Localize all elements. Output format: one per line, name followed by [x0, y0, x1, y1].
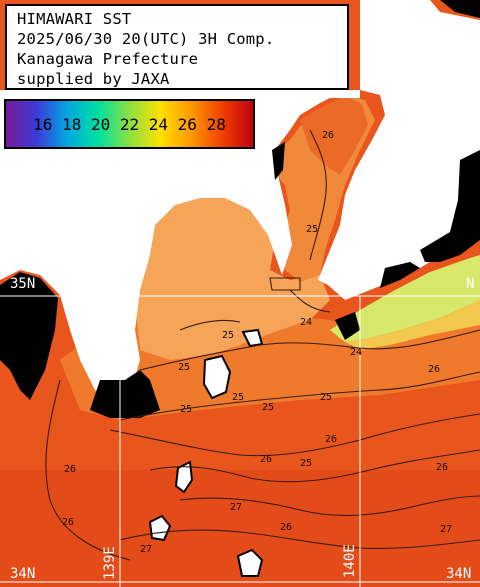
contour-bay-1	[289, 289, 331, 313]
missing-data-boso	[380, 262, 420, 288]
land-kanagawa	[0, 90, 355, 405]
contour-label: 24	[350, 347, 362, 358]
contour-label: 25	[320, 392, 332, 403]
tokyo-bay-inner	[300, 96, 368, 175]
island-toshima	[148, 514, 172, 542]
contour-label: 25	[180, 404, 192, 415]
contour-label: 27	[440, 524, 452, 535]
contour-27-b	[119, 529, 480, 549]
island-oshima	[174, 460, 194, 494]
missing-data-west	[0, 272, 58, 400]
contour-label: 27	[230, 502, 242, 513]
contour-tokyo-bay	[309, 129, 327, 261]
title-datetime: 2025/06/30 20(UTC) 3H Comp.	[17, 30, 275, 48]
contour-26-b	[149, 449, 480, 483]
title-region: Kanagawa Prefecture	[17, 50, 199, 68]
contour-26-a	[109, 413, 480, 457]
missing-data-yokohama	[272, 142, 285, 180]
contour-label: 26	[64, 464, 76, 475]
title-box: HIMAWARI SST 2025/06/30 20(UTC) 3H Comp.…	[5, 4, 349, 90]
lat-label-34n-right: 34N	[446, 566, 472, 582]
contour-label: 24	[300, 317, 312, 328]
contour-27-a	[179, 495, 480, 516]
sagami-bay-area	[135, 195, 330, 360]
contour-label: 25	[300, 458, 312, 469]
contour-24	[139, 329, 480, 371]
contour-label: 26	[280, 522, 292, 533]
lat-label-34n: 34N	[10, 566, 36, 582]
contour-box	[269, 277, 301, 291]
contour-label: 27	[140, 544, 152, 555]
contour-label: 25	[232, 392, 244, 403]
cool-coastal-strip	[330, 255, 480, 342]
contour-label: 25	[178, 362, 190, 373]
graticule	[0, 295, 480, 587]
contour-label: 25	[222, 330, 234, 341]
warm-coastal-strip	[345, 300, 480, 350]
title-source: supplied by JAXA	[17, 70, 170, 88]
contour-label: 25	[262, 402, 274, 413]
contour-label: 26	[62, 517, 74, 528]
lat-label-35n-right: N	[466, 276, 475, 292]
island-hatsushima	[202, 354, 232, 400]
lat-label-35n: 35N	[10, 276, 36, 292]
contour-25	[119, 371, 480, 421]
contour-sagami	[179, 319, 241, 331]
contour-labels: 26 25 25 25 25 25 24 25 26 24 25 26 25 2…	[62, 130, 452, 555]
contour-label: 25	[306, 224, 318, 235]
sst-color-legend: 16 18 20 22 24 26 28	[4, 99, 255, 149]
island-niijima	[236, 548, 264, 577]
missing-data-miura	[335, 312, 360, 340]
island-small	[241, 328, 264, 348]
contour-label: 26	[322, 130, 334, 141]
contour-label: 26	[436, 462, 448, 473]
missing-data-east	[420, 150, 480, 262]
contour-label: 26	[260, 454, 272, 465]
lon-label-140e: 140E	[342, 544, 358, 578]
legend-labels: 16 18 20 22 24 26 28	[33, 115, 226, 134]
missing-data-ne-corner	[440, 0, 480, 18]
lon-label-139e: 139E	[102, 546, 118, 580]
contour-26-west	[45, 379, 131, 561]
title-product: HIMAWARI SST	[17, 10, 132, 28]
sst-contours	[45, 129, 480, 561]
missing-data-izu	[90, 370, 160, 418]
land-northeast	[0, 0, 480, 300]
contour-label: 26	[428, 364, 440, 375]
contour-label: 26	[325, 434, 337, 445]
